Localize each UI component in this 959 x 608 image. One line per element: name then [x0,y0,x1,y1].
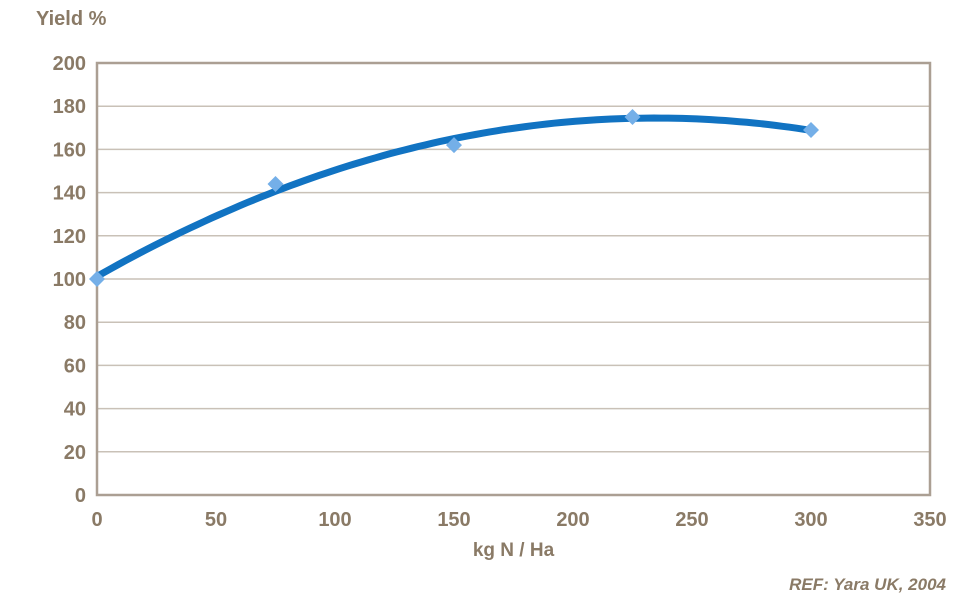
x-tick-label: 100 [318,509,351,531]
y-tick-label: 100 [53,269,86,291]
y-tick-label: 40 [64,399,86,421]
x-tick-label: 200 [556,509,589,531]
y-tick-label: 0 [75,485,86,507]
y-tick-label: 120 [53,226,86,248]
data-point-marker [89,271,105,287]
reference-text: REF: Yara UK, 2004 [789,575,946,594]
x-tick-label: 250 [675,509,708,531]
x-tick-label: 0 [91,509,102,531]
y-tick-label: 200 [53,53,86,75]
y-axis-title: Yield % [36,8,107,30]
x-tick-label: 50 [205,509,227,531]
y-tick-label: 160 [53,139,86,161]
data-point-marker [803,121,819,138]
y-tick-label: 60 [64,355,86,377]
data-point-marker [446,137,462,154]
x-axis-title: kg N / Ha [472,540,555,561]
data-point-marker [624,109,641,125]
data-point-marker [267,175,284,192]
y-tick-label: 80 [64,312,86,334]
y-tick-label: 20 [64,442,86,464]
y-tick-label: 180 [53,96,86,118]
x-tick-label: 350 [913,509,946,531]
x-tick-label: 300 [794,509,827,531]
x-tick-label: 150 [437,509,470,531]
y-tick-label: 140 [53,183,86,205]
